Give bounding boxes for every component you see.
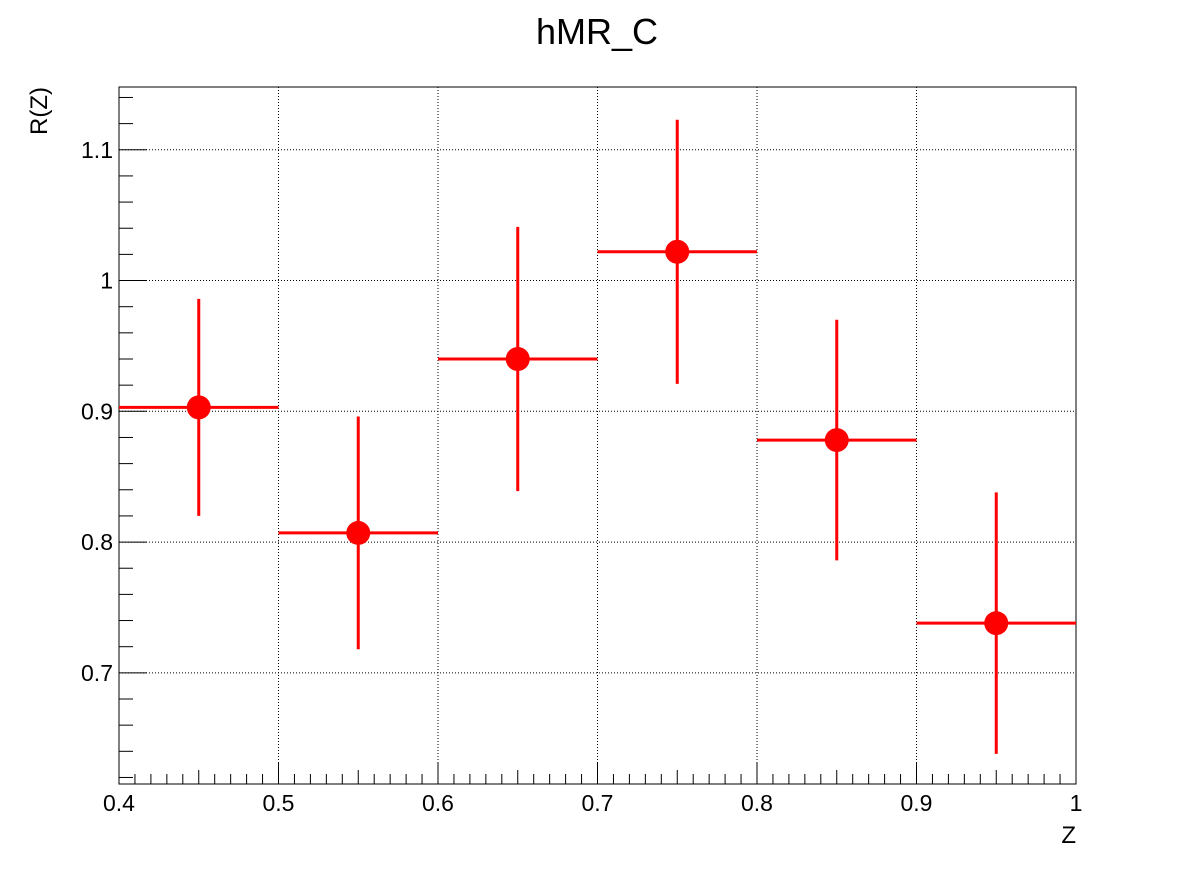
- x-tick-label: 0.4: [103, 790, 135, 816]
- y-axis: 0.7 0.8 0.9 1 1.1: [81, 96, 147, 778]
- data-marker: [346, 520, 371, 545]
- y-tick-label: 1: [100, 268, 113, 294]
- x-axis-title: Z: [1061, 822, 1076, 849]
- data-marker: [186, 395, 211, 420]
- x-axis: 0.4 0.5 0.6 0.7 0.8 0.9 1: [103, 762, 1082, 816]
- x-tick-label: 0.8: [741, 790, 773, 816]
- y-tick-label: 1.1: [81, 137, 113, 163]
- data-point: [278, 416, 438, 650]
- data-point: [119, 298, 279, 516]
- x-tick-label: 1: [1070, 790, 1083, 816]
- data-point: [438, 226, 598, 492]
- data-marker: [505, 347, 530, 371]
- x-tick-label: 0.5: [263, 790, 295, 816]
- data-point: [597, 119, 757, 384]
- chart-title: hMR_C: [536, 11, 658, 52]
- data-point: [916, 492, 1076, 754]
- data-marker: [824, 428, 849, 453]
- y-axis-title: R(Z): [26, 87, 53, 135]
- y-tick-label: 0.8: [81, 529, 113, 555]
- y-tick-label: 0.9: [81, 398, 113, 424]
- data-marker: [665, 239, 690, 264]
- data-point: [757, 319, 917, 561]
- grid: [119, 87, 1076, 784]
- x-tick-label: 0.6: [422, 790, 454, 816]
- data-series: [119, 119, 1076, 754]
- y-tick-label: 0.7: [81, 660, 113, 686]
- data-marker: [984, 611, 1009, 636]
- x-tick-label: 0.9: [901, 790, 933, 816]
- x-tick-label: 0.7: [582, 790, 614, 816]
